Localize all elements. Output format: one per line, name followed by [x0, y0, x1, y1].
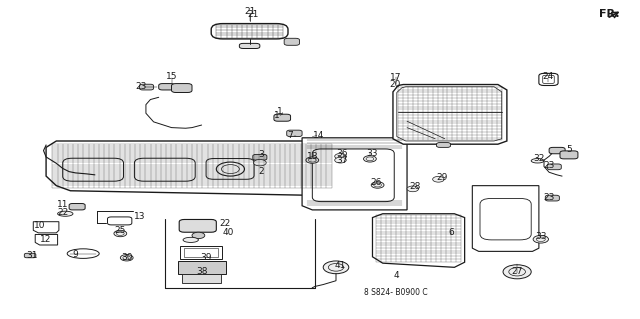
Bar — [182, 274, 221, 283]
Circle shape — [216, 162, 244, 176]
Text: 23: 23 — [543, 193, 555, 202]
Text: 21: 21 — [244, 7, 255, 16]
FancyBboxPatch shape — [436, 143, 451, 147]
FancyBboxPatch shape — [545, 195, 559, 201]
Text: 36: 36 — [337, 149, 348, 158]
Ellipse shape — [531, 159, 544, 163]
FancyBboxPatch shape — [172, 84, 192, 93]
Text: 5: 5 — [567, 145, 572, 154]
FancyBboxPatch shape — [274, 114, 291, 121]
Text: 17: 17 — [390, 73, 401, 82]
Text: 33: 33 — [366, 149, 378, 158]
Text: 27: 27 — [511, 267, 523, 276]
FancyBboxPatch shape — [287, 130, 302, 137]
Text: 1: 1 — [274, 111, 279, 120]
Text: 15: 15 — [166, 72, 177, 81]
Text: 30: 30 — [121, 253, 132, 262]
Text: 2: 2 — [259, 167, 264, 176]
Circle shape — [114, 230, 127, 237]
FancyBboxPatch shape — [480, 198, 531, 240]
Circle shape — [253, 160, 266, 166]
Polygon shape — [33, 222, 59, 233]
Text: 26: 26 — [371, 178, 382, 187]
Circle shape — [407, 186, 419, 192]
Bar — [184, 248, 218, 257]
Text: 22: 22 — [220, 219, 231, 228]
Text: 21: 21 — [247, 10, 259, 19]
FancyBboxPatch shape — [253, 154, 267, 160]
FancyBboxPatch shape — [539, 73, 558, 85]
Text: 14: 14 — [313, 131, 324, 140]
Circle shape — [371, 182, 384, 188]
Text: 10: 10 — [34, 221, 45, 230]
Text: 25: 25 — [115, 226, 126, 235]
Text: 6: 6 — [449, 228, 454, 237]
Text: 3: 3 — [259, 150, 264, 159]
Polygon shape — [472, 186, 539, 251]
Circle shape — [433, 176, 444, 182]
Text: 23: 23 — [135, 82, 147, 91]
Text: 8 S824- B0900 C: 8 S824- B0900 C — [364, 288, 428, 297]
Text: 20: 20 — [390, 80, 401, 89]
Circle shape — [364, 156, 376, 162]
Text: 4: 4 — [394, 271, 399, 280]
FancyBboxPatch shape — [211, 24, 288, 39]
Text: 24: 24 — [542, 72, 554, 81]
Text: 39: 39 — [200, 253, 212, 262]
Circle shape — [503, 265, 531, 279]
Circle shape — [335, 153, 346, 159]
Text: 23: 23 — [543, 161, 555, 170]
FancyBboxPatch shape — [140, 84, 154, 90]
FancyBboxPatch shape — [159, 84, 175, 90]
FancyBboxPatch shape — [69, 204, 85, 210]
Text: 1: 1 — [278, 107, 283, 116]
Ellipse shape — [67, 249, 99, 258]
Polygon shape — [46, 141, 336, 197]
Circle shape — [323, 261, 349, 274]
FancyBboxPatch shape — [549, 147, 565, 154]
Circle shape — [306, 157, 319, 163]
FancyBboxPatch shape — [560, 151, 578, 159]
FancyBboxPatch shape — [547, 164, 561, 170]
Polygon shape — [372, 214, 465, 267]
Bar — [178, 261, 226, 274]
FancyBboxPatch shape — [134, 158, 195, 181]
Text: 7: 7 — [288, 131, 293, 140]
Bar — [180, 246, 222, 259]
FancyBboxPatch shape — [543, 75, 554, 84]
Text: 37: 37 — [337, 156, 348, 165]
Circle shape — [533, 235, 548, 243]
FancyBboxPatch shape — [239, 43, 260, 48]
Text: 33: 33 — [535, 232, 547, 241]
Text: 41: 41 — [335, 261, 346, 270]
Polygon shape — [302, 138, 407, 210]
Text: 28: 28 — [409, 182, 420, 191]
FancyBboxPatch shape — [206, 159, 254, 179]
FancyBboxPatch shape — [284, 38, 300, 45]
Text: 12: 12 — [40, 235, 51, 244]
Circle shape — [335, 157, 346, 163]
Text: 18: 18 — [307, 152, 319, 161]
Text: 38: 38 — [196, 267, 207, 276]
Text: 9: 9 — [73, 250, 78, 259]
Text: 40: 40 — [222, 228, 234, 237]
Ellipse shape — [183, 237, 198, 242]
Text: 22: 22 — [57, 208, 68, 217]
Polygon shape — [393, 85, 507, 144]
Circle shape — [192, 232, 205, 239]
FancyBboxPatch shape — [63, 158, 124, 181]
Text: 13: 13 — [134, 212, 145, 221]
FancyBboxPatch shape — [24, 253, 36, 258]
Text: 29: 29 — [436, 173, 447, 182]
FancyBboxPatch shape — [179, 219, 216, 232]
Text: 11: 11 — [57, 200, 68, 209]
Polygon shape — [35, 234, 58, 245]
FancyBboxPatch shape — [108, 217, 132, 225]
Text: FR.: FR. — [599, 9, 620, 19]
Text: 31: 31 — [26, 251, 38, 260]
FancyBboxPatch shape — [312, 149, 394, 202]
Text: 32: 32 — [533, 154, 545, 163]
Ellipse shape — [58, 211, 73, 216]
Circle shape — [120, 255, 133, 261]
